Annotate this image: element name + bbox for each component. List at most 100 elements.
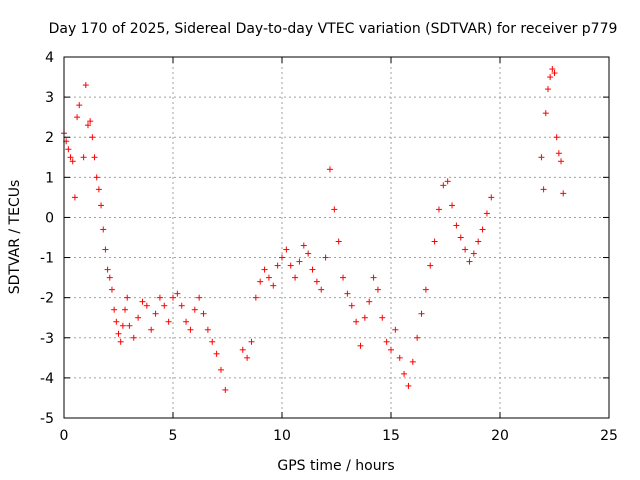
data-point <box>217 366 224 373</box>
data-point <box>191 306 198 313</box>
data-point <box>74 114 81 121</box>
data-point <box>361 314 368 321</box>
data-point <box>270 282 277 289</box>
data-point <box>122 306 129 313</box>
axes <box>63 56 610 419</box>
x-tick-label: 5 <box>169 428 178 444</box>
data-point <box>479 226 486 233</box>
data-point <box>388 346 394 353</box>
data-point <box>104 266 111 273</box>
data-point <box>553 134 560 141</box>
data-point <box>274 262 281 269</box>
data-point <box>91 154 98 161</box>
y-tick-label: -2 <box>40 291 54 307</box>
data-point <box>117 338 124 345</box>
data-point <box>135 314 142 321</box>
data-point <box>357 342 364 349</box>
y-tick-label: 2 <box>45 130 54 146</box>
data-point <box>183 318 190 325</box>
data-point <box>67 154 74 161</box>
data-point <box>84 122 91 129</box>
data-point <box>300 242 307 249</box>
data-point <box>551 70 558 77</box>
data-point <box>65 146 72 153</box>
x-tick-label: 0 <box>60 428 69 444</box>
y-tick-label: -5 <box>40 411 54 427</box>
data-point <box>152 310 159 317</box>
y-axis-label: SDTVAR / TECUs <box>7 180 23 295</box>
data-point <box>89 134 96 141</box>
data-point <box>379 314 386 321</box>
ticks: 0 5 10 15 20 25 -5 -4 -3 -2 -1 0 1 2 3 4 <box>40 50 618 444</box>
data-point <box>309 266 316 273</box>
data-point <box>82 82 89 89</box>
data-point <box>305 250 312 257</box>
data-point <box>261 266 268 273</box>
data-point <box>98 202 105 209</box>
data-point <box>102 246 109 253</box>
data-point <box>283 246 290 253</box>
data-point <box>462 246 469 253</box>
data-point <box>287 262 294 269</box>
chart-title: Day 170 of 2025, Sidereal Day-to-day VTE… <box>49 21 618 37</box>
data-point <box>340 274 347 281</box>
data-point <box>483 210 490 217</box>
data-point <box>322 254 329 261</box>
data-point <box>296 258 303 265</box>
data-point <box>392 326 399 333</box>
data-point <box>418 310 425 317</box>
data-points <box>61 66 567 393</box>
data-point <box>100 226 107 233</box>
data-point <box>244 354 251 361</box>
data-point <box>170 294 176 301</box>
data-point <box>444 178 451 185</box>
data-point <box>69 158 76 165</box>
data-point <box>555 150 562 157</box>
data-point <box>200 310 207 317</box>
data-point <box>71 194 78 201</box>
data-point <box>405 382 412 389</box>
x-axis-label: GPS time / hours <box>277 458 394 474</box>
data-point <box>366 298 373 305</box>
data-point <box>209 338 216 345</box>
data-point <box>265 274 272 281</box>
data-point <box>106 274 113 281</box>
data-point <box>401 370 408 377</box>
data-point <box>326 166 333 173</box>
y-tick-label: 0 <box>45 210 54 226</box>
data-point <box>414 334 421 341</box>
y-tick-label: -3 <box>40 331 54 347</box>
data-point <box>331 206 338 213</box>
data-point <box>279 254 285 261</box>
data-point <box>422 286 429 293</box>
y-tick-label: 1 <box>45 170 54 186</box>
data-point <box>156 294 163 301</box>
data-point <box>540 186 547 193</box>
data-point <box>113 318 120 325</box>
data-point <box>370 274 377 281</box>
y-tick-label: 3 <box>45 90 54 106</box>
data-point <box>87 118 94 125</box>
x-tick-label: 15 <box>382 428 400 444</box>
grid <box>64 57 609 418</box>
data-point <box>558 158 565 165</box>
data-point <box>344 290 351 297</box>
data-point <box>488 194 495 201</box>
data-point <box>178 302 185 309</box>
data-point <box>239 346 246 353</box>
data-point <box>440 182 447 189</box>
data-point <box>449 202 456 209</box>
data-point <box>549 66 556 73</box>
plot-area-border <box>63 56 610 419</box>
y-tick-label: -1 <box>40 251 54 267</box>
data-point <box>396 354 403 361</box>
data-point <box>161 302 168 309</box>
data-point <box>547 74 554 81</box>
data-point <box>470 250 477 257</box>
data-point <box>130 334 137 341</box>
data-point <box>374 286 381 293</box>
data-point <box>475 238 482 245</box>
data-point <box>292 274 299 281</box>
data-point <box>111 306 118 313</box>
x-tick-label: 20 <box>491 428 509 444</box>
